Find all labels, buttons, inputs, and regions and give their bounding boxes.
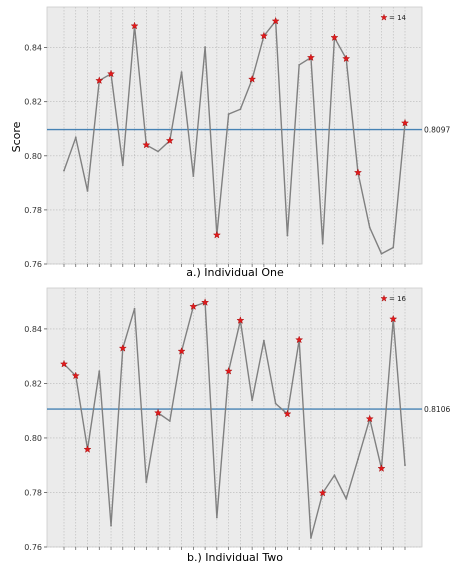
star-marker bbox=[142, 140, 151, 149]
star-marker bbox=[224, 366, 233, 375]
data-point bbox=[98, 370, 101, 373]
data-point bbox=[404, 464, 406, 467]
x-axis-label-one: a.) Individual One bbox=[186, 266, 284, 279]
star-marker bbox=[189, 302, 198, 310]
data-point bbox=[392, 246, 395, 249]
data-point bbox=[262, 339, 265, 342]
plot-panel-2: 0.76 0.78 0.80 0.82 0.84 0.8106 = 16 bbox=[24, 287, 450, 552]
star-marker bbox=[236, 316, 245, 324]
star-marker bbox=[330, 33, 339, 41]
star-marker bbox=[154, 408, 163, 417]
data-point bbox=[333, 474, 336, 477]
data-point bbox=[86, 190, 89, 192]
data-point bbox=[133, 307, 136, 310]
legend-label: = 16 bbox=[389, 295, 407, 303]
score-series-line bbox=[63, 19, 406, 255]
star-marker bbox=[295, 335, 304, 344]
data-point bbox=[74, 136, 77, 139]
data-point bbox=[204, 46, 207, 48]
data-point bbox=[168, 420, 171, 422]
star-marker bbox=[60, 359, 68, 368]
data-point bbox=[157, 150, 159, 153]
star-marker bbox=[318, 488, 327, 497]
plot-background bbox=[46, 6, 423, 265]
data-point bbox=[310, 537, 312, 539]
data-point bbox=[321, 242, 324, 245]
data-point bbox=[357, 458, 359, 461]
star-marker bbox=[248, 75, 257, 83]
star-marker bbox=[165, 136, 174, 145]
star-marker bbox=[201, 298, 210, 306]
plot-panel-1: 0.76 0.78 0.80 0.82 0.84 0.8097 = 14 bbox=[24, 6, 450, 269]
star-marker bbox=[259, 31, 268, 40]
score-series-line bbox=[63, 301, 406, 539]
star-marker bbox=[118, 344, 127, 352]
y-tick-label: 0.82 bbox=[24, 379, 42, 388]
star-marker bbox=[95, 76, 104, 84]
y-tick-label: 0.80 bbox=[24, 434, 42, 443]
star-marker bbox=[107, 69, 116, 78]
data-point bbox=[215, 516, 218, 519]
star-marker bbox=[365, 414, 374, 423]
star-marker bbox=[389, 314, 398, 323]
legend-label: = 14 bbox=[389, 14, 407, 22]
y-tick-label: 0.80 bbox=[24, 152, 42, 161]
data-point bbox=[180, 71, 183, 74]
data-point bbox=[145, 481, 148, 484]
data-point bbox=[345, 497, 348, 500]
data-point bbox=[274, 402, 277, 405]
data-point bbox=[286, 234, 289, 237]
star-marker bbox=[271, 16, 280, 25]
y-tick-label: 0.84 bbox=[24, 325, 42, 334]
legend-star-icon bbox=[380, 13, 388, 21]
data-point bbox=[121, 164, 124, 167]
data-point bbox=[227, 113, 230, 116]
data-point bbox=[110, 524, 112, 527]
star-marker bbox=[353, 168, 362, 176]
y-tick-label: 0.78 bbox=[24, 488, 42, 497]
star-marker bbox=[401, 118, 409, 127]
star-marker bbox=[177, 347, 186, 355]
mean-value-label: 0.8106 bbox=[424, 405, 450, 414]
y-tick-label: 0.76 bbox=[24, 260, 42, 269]
data-point bbox=[380, 252, 383, 255]
star-marker bbox=[306, 53, 315, 61]
x-axis-label-two: b.) Individual Two bbox=[187, 551, 283, 564]
data-point bbox=[63, 169, 65, 172]
star-marker bbox=[377, 464, 386, 472]
data-point bbox=[368, 226, 371, 229]
star-marker bbox=[283, 409, 292, 418]
y-tick-label: 0.84 bbox=[24, 44, 42, 53]
y-axis-label-one: Score bbox=[10, 121, 23, 152]
star-marker bbox=[71, 371, 80, 380]
y-tick-label: 0.82 bbox=[24, 98, 42, 107]
star-marker bbox=[342, 54, 351, 63]
data-point bbox=[251, 399, 254, 402]
data-point bbox=[298, 63, 301, 66]
star-marker bbox=[83, 445, 92, 453]
y-tick-label: 0.76 bbox=[24, 543, 42, 552]
star-marker bbox=[130, 21, 139, 30]
y-tick-label: 0.78 bbox=[24, 206, 42, 215]
data-point bbox=[192, 175, 195, 177]
mean-value-label: 0.8097 bbox=[424, 126, 450, 135]
star-marker bbox=[212, 230, 221, 239]
data-point bbox=[239, 108, 242, 111]
legend-star-icon bbox=[380, 294, 388, 302]
